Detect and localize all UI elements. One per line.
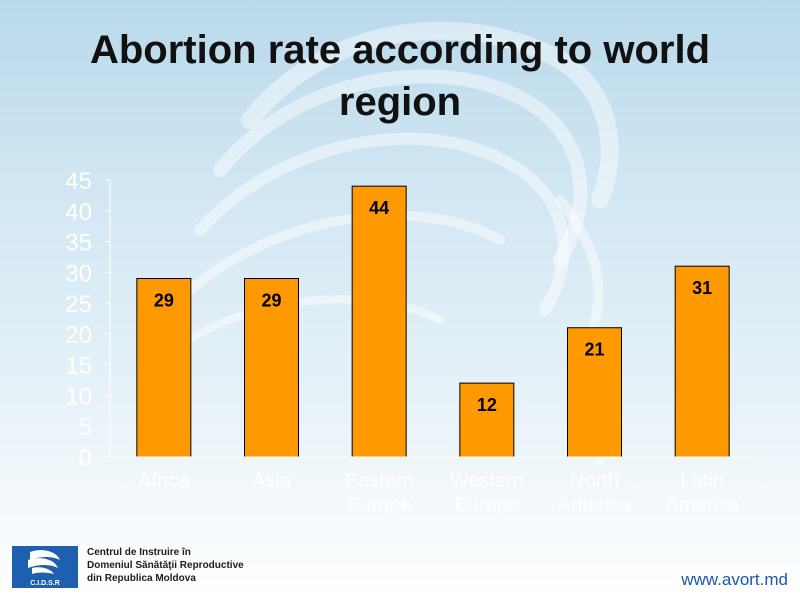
y-tick-label: 25 [65,291,92,318]
bars: 29 29 44 12 21 31 [136,185,730,458]
bar-value-label: 12 [477,395,497,415]
organization-line: Domeniul Sănătăţii Reproductive [87,560,244,571]
y-axis: 0 5 10 15 20 25 30 35 40 45 [65,168,111,472]
organization-line: Centrul de Instruire în [87,547,191,558]
bar-value-label: 21 [584,340,604,360]
y-tick-label: 35 [65,230,92,257]
x-tick-label: North America [558,470,632,516]
y-tick-label: 10 [65,383,92,410]
x-tick-label: Latin America [665,470,739,516]
bar [136,277,192,458]
y-tick-label: 15 [65,353,92,380]
bar-value-label: 29 [261,290,281,310]
slide-title: Abortion rate according to world region [89,28,711,124]
organization-line: din Republica Moldova [87,573,196,584]
organization-name: Centrul de Instruire în Domeniul Sănătăţ… [87,546,287,585]
logo-text: C.I.D.S.R [30,580,60,587]
y-tick-label: 20 [65,322,92,349]
x-axis: Africa Asia Eastern Europe Western Europe Nort… [110,456,756,516]
bar-value-label: 44 [369,198,389,218]
x-tick-label: Asia [252,470,292,492]
bar [459,382,515,458]
bar-value-label: 31 [692,278,712,298]
bar [674,265,730,458]
y-tick-label: 30 [65,260,92,287]
y-tick-label: 5 [79,414,92,441]
x-tick-label: Eastern Europe [345,470,414,516]
bar [567,327,622,458]
x-tick-label: Western Europe [450,470,524,516]
bar [244,277,299,458]
bar [351,185,407,458]
website-url[interactable]: www.avort.md [681,570,788,589]
bar-value-label: 29 [154,290,174,310]
cidsr-logo: C.I.D.S.R [12,546,78,588]
y-tick-label: 40 [65,199,92,226]
x-tick-label: Africa [138,470,190,492]
y-tick-label: 45 [65,168,92,195]
y-tick-label: 0 [79,445,92,472]
